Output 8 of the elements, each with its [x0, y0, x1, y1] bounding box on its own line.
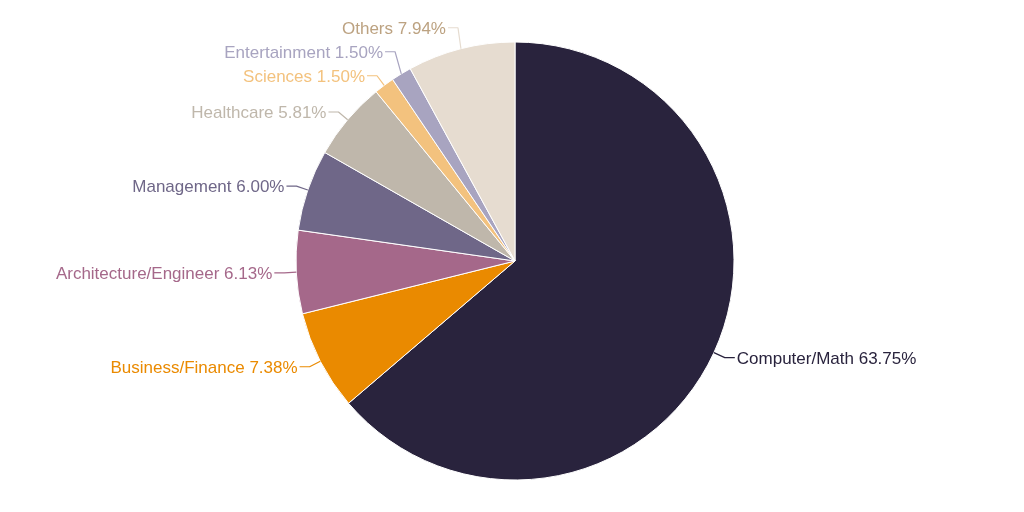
slice-label: Computer/Math 63.75% — [736, 348, 917, 368]
slice-label: Sciences 1.50% — [243, 66, 366, 86]
slice-label: Architecture/Engineer 6.13% — [55, 263, 273, 283]
slice-label: Entertainment 1.50% — [224, 42, 384, 62]
slice-label: Business/Finance 7.38% — [110, 357, 298, 377]
slice-label: Others 7.94% — [342, 18, 446, 38]
slice-label: Healthcare 5.81% — [191, 102, 327, 122]
slice-label: Management 6.00% — [132, 177, 285, 197]
